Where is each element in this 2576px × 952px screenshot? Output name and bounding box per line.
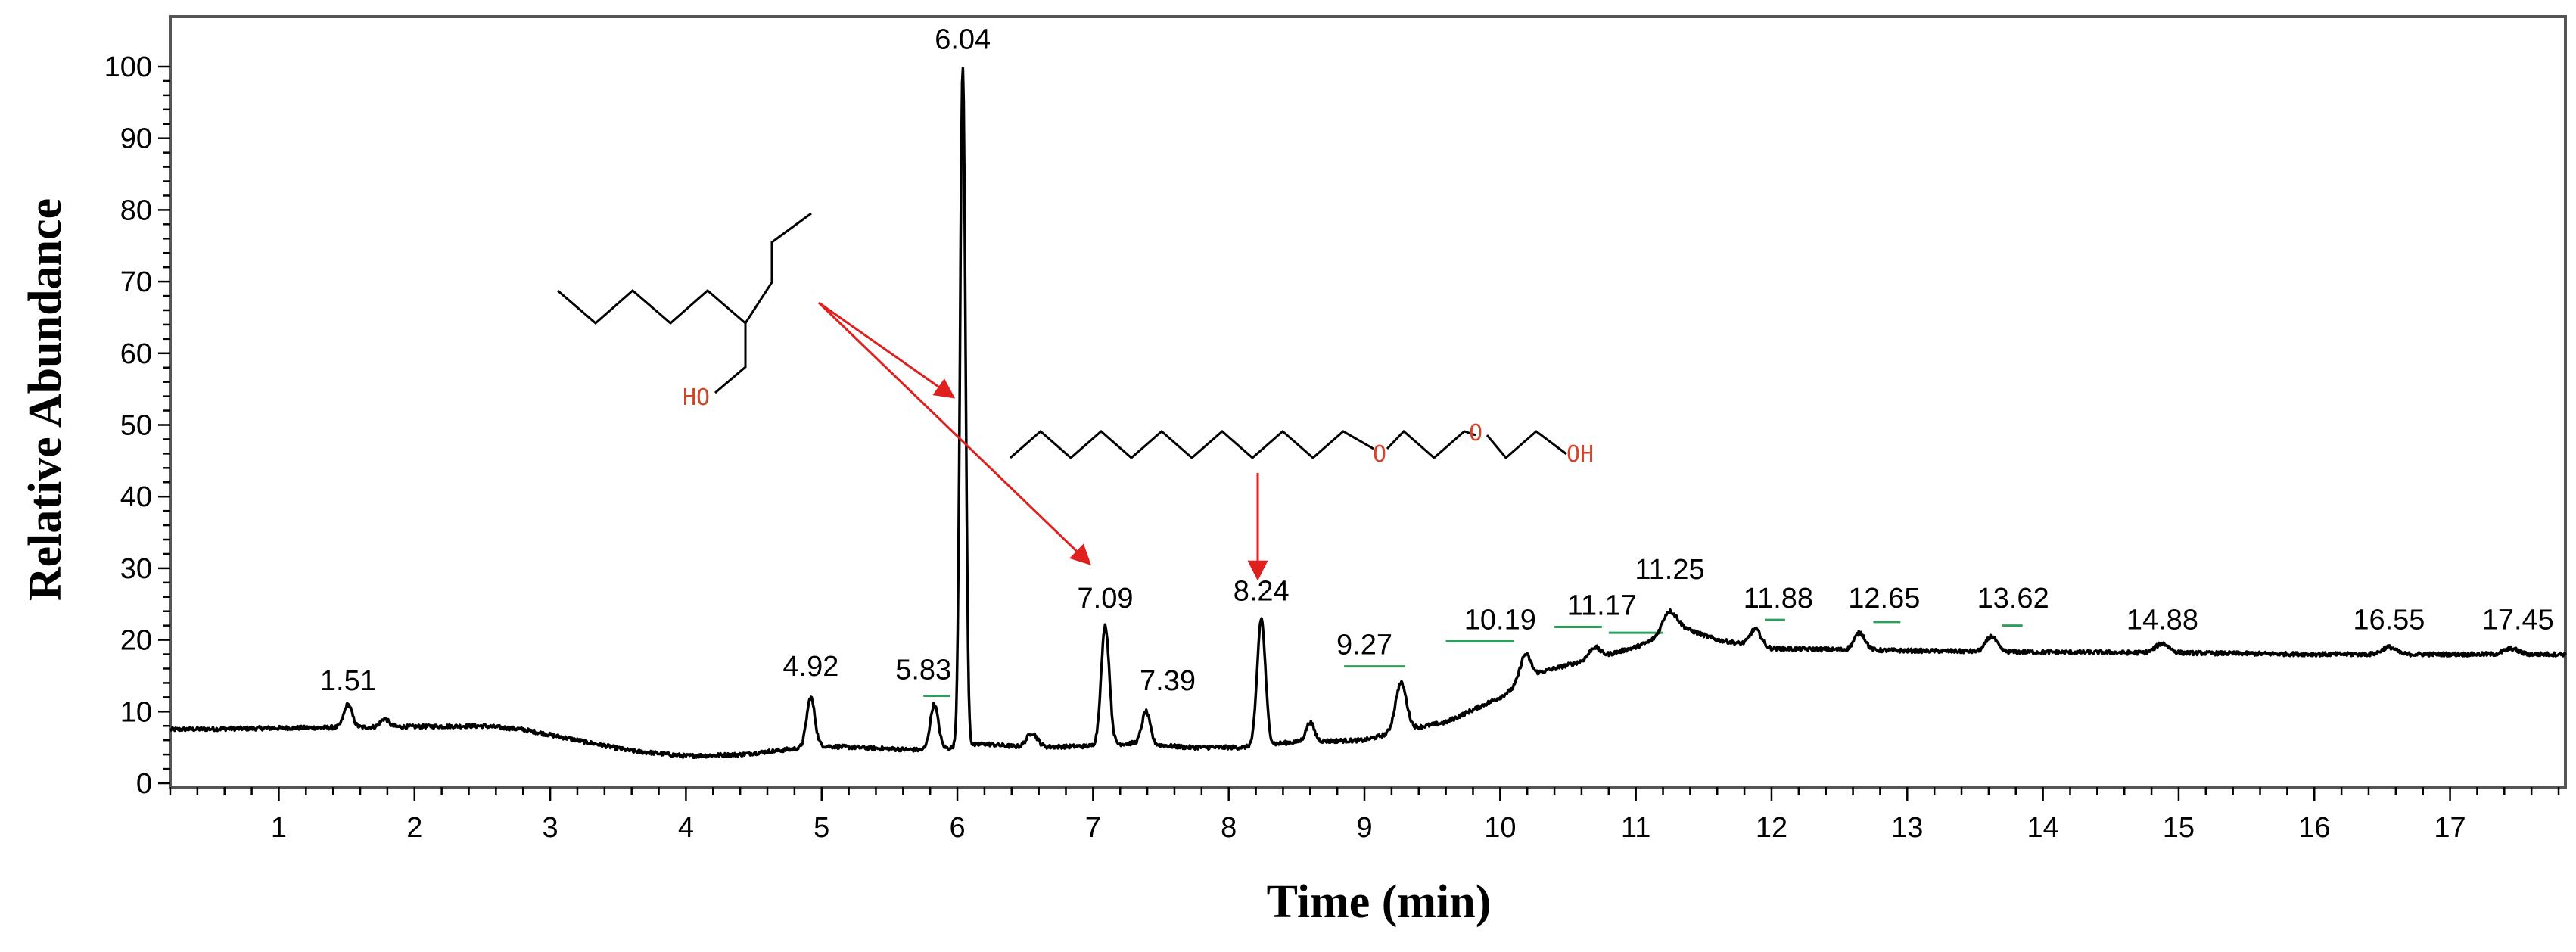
plot-frame <box>169 15 2567 789</box>
peak-label: 11.17 <box>1567 590 1637 621</box>
peak-label: 11.25 <box>1635 554 1704 586</box>
peak-label: 10.19 <box>1464 604 1536 636</box>
peak-label: 17.45 <box>2482 604 2554 636</box>
y-tick-label: 20 <box>120 625 152 657</box>
peak-label: 7.39 <box>1140 665 1196 697</box>
x-tick-label: 11 <box>1621 812 1650 844</box>
x-tick-label: 2 <box>406 812 422 844</box>
molecule2-ether-oxygen-2: O <box>1469 420 1482 446</box>
x-tick-label: 15 <box>2163 812 2195 844</box>
peak-label: 7.09 <box>1078 583 1134 614</box>
x-tick-label: 12 <box>1756 812 1787 844</box>
chromatogram-trace <box>169 67 2567 760</box>
peak-label: 6.04 <box>935 23 991 55</box>
molecule-2-propylheptanol: HO <box>557 212 812 411</box>
peak-label: 14.88 <box>2126 604 2198 636</box>
y-tick-label: 50 <box>120 410 152 442</box>
x-tick-label: 6 <box>949 812 965 844</box>
peak-label: 13.62 <box>1977 583 2049 614</box>
x-axis-title: Time (min) <box>1267 876 1492 928</box>
x-tick-label: 4 <box>678 812 694 844</box>
molecule1-ch2oh-branch <box>714 323 747 394</box>
integration-marks <box>923 618 2023 697</box>
x-tick-label: 9 <box>1356 812 1372 844</box>
peak-label: 4.92 <box>782 651 838 683</box>
molecule2-ether-oxygen-1: O <box>1373 441 1386 468</box>
molecule-glycol-ether: O O OH <box>1010 420 1594 468</box>
molecule2-ethoxy-1 <box>1386 429 1476 459</box>
x-tick-label: 16 <box>2298 812 2330 844</box>
peak-label: 5.83 <box>895 655 951 686</box>
peak-label: 8.24 <box>1234 576 1290 608</box>
peak-label: 11.88 <box>1744 583 1813 614</box>
y-tick-label: 60 <box>120 338 152 370</box>
y-tick-label: 40 <box>120 481 152 513</box>
peak-label: 9.27 <box>1336 630 1392 661</box>
peak-label: 12.65 <box>1848 583 1920 614</box>
peak-label: 16.55 <box>2353 604 2425 636</box>
x-tick-label: 3 <box>543 812 558 844</box>
x-tick-label: 13 <box>1891 812 1923 844</box>
x-axis: 1 2 3 4 5 6 7 8 9 10 11 12 13 14 15 16 17 <box>169 787 2560 844</box>
peak-labels: 1.51 4.92 5.83 6.04 7.09 7.39 8.24 9.27 10.19 11.… <box>320 23 2554 697</box>
x-tick-label: 7 <box>1085 812 1101 844</box>
y-axis: 0 10 20 30 40 50 60 70 80 90 100 <box>104 51 170 800</box>
y-tick-label: 10 <box>120 696 152 728</box>
molecule2-hydroxyl-label: OH <box>1566 441 1594 468</box>
molecule1-hydroxyl-label: HO <box>683 384 710 411</box>
y-tick-label: 90 <box>120 123 152 155</box>
y-axis-title: Relative Abundance <box>20 198 71 601</box>
molecule1-skeleton <box>557 212 812 325</box>
x-tick-label: 10 <box>1484 812 1516 844</box>
y-tick-label: 70 <box>120 266 152 298</box>
x-tick-label: 17 <box>2434 812 2466 844</box>
y-tick-label: 0 <box>136 768 152 800</box>
molecule2-ethoxy-2 <box>1486 430 1567 460</box>
y-tick-label: 100 <box>104 51 152 83</box>
arrow-molecule1-to-peak-7-09 <box>817 301 1091 565</box>
molecule2-skeleton <box>1010 430 1374 459</box>
x-tick-label: 14 <box>2027 812 2058 844</box>
x-tick-label: 5 <box>814 812 829 844</box>
arrow-molecule1-to-peak-6-04 <box>818 301 956 399</box>
x-tick-label: 8 <box>1221 812 1237 844</box>
x-tick-label: 1 <box>271 812 287 844</box>
y-tick-label: 80 <box>120 194 152 226</box>
y-tick-label: 30 <box>120 553 152 585</box>
peak-label: 1.51 <box>320 665 376 697</box>
